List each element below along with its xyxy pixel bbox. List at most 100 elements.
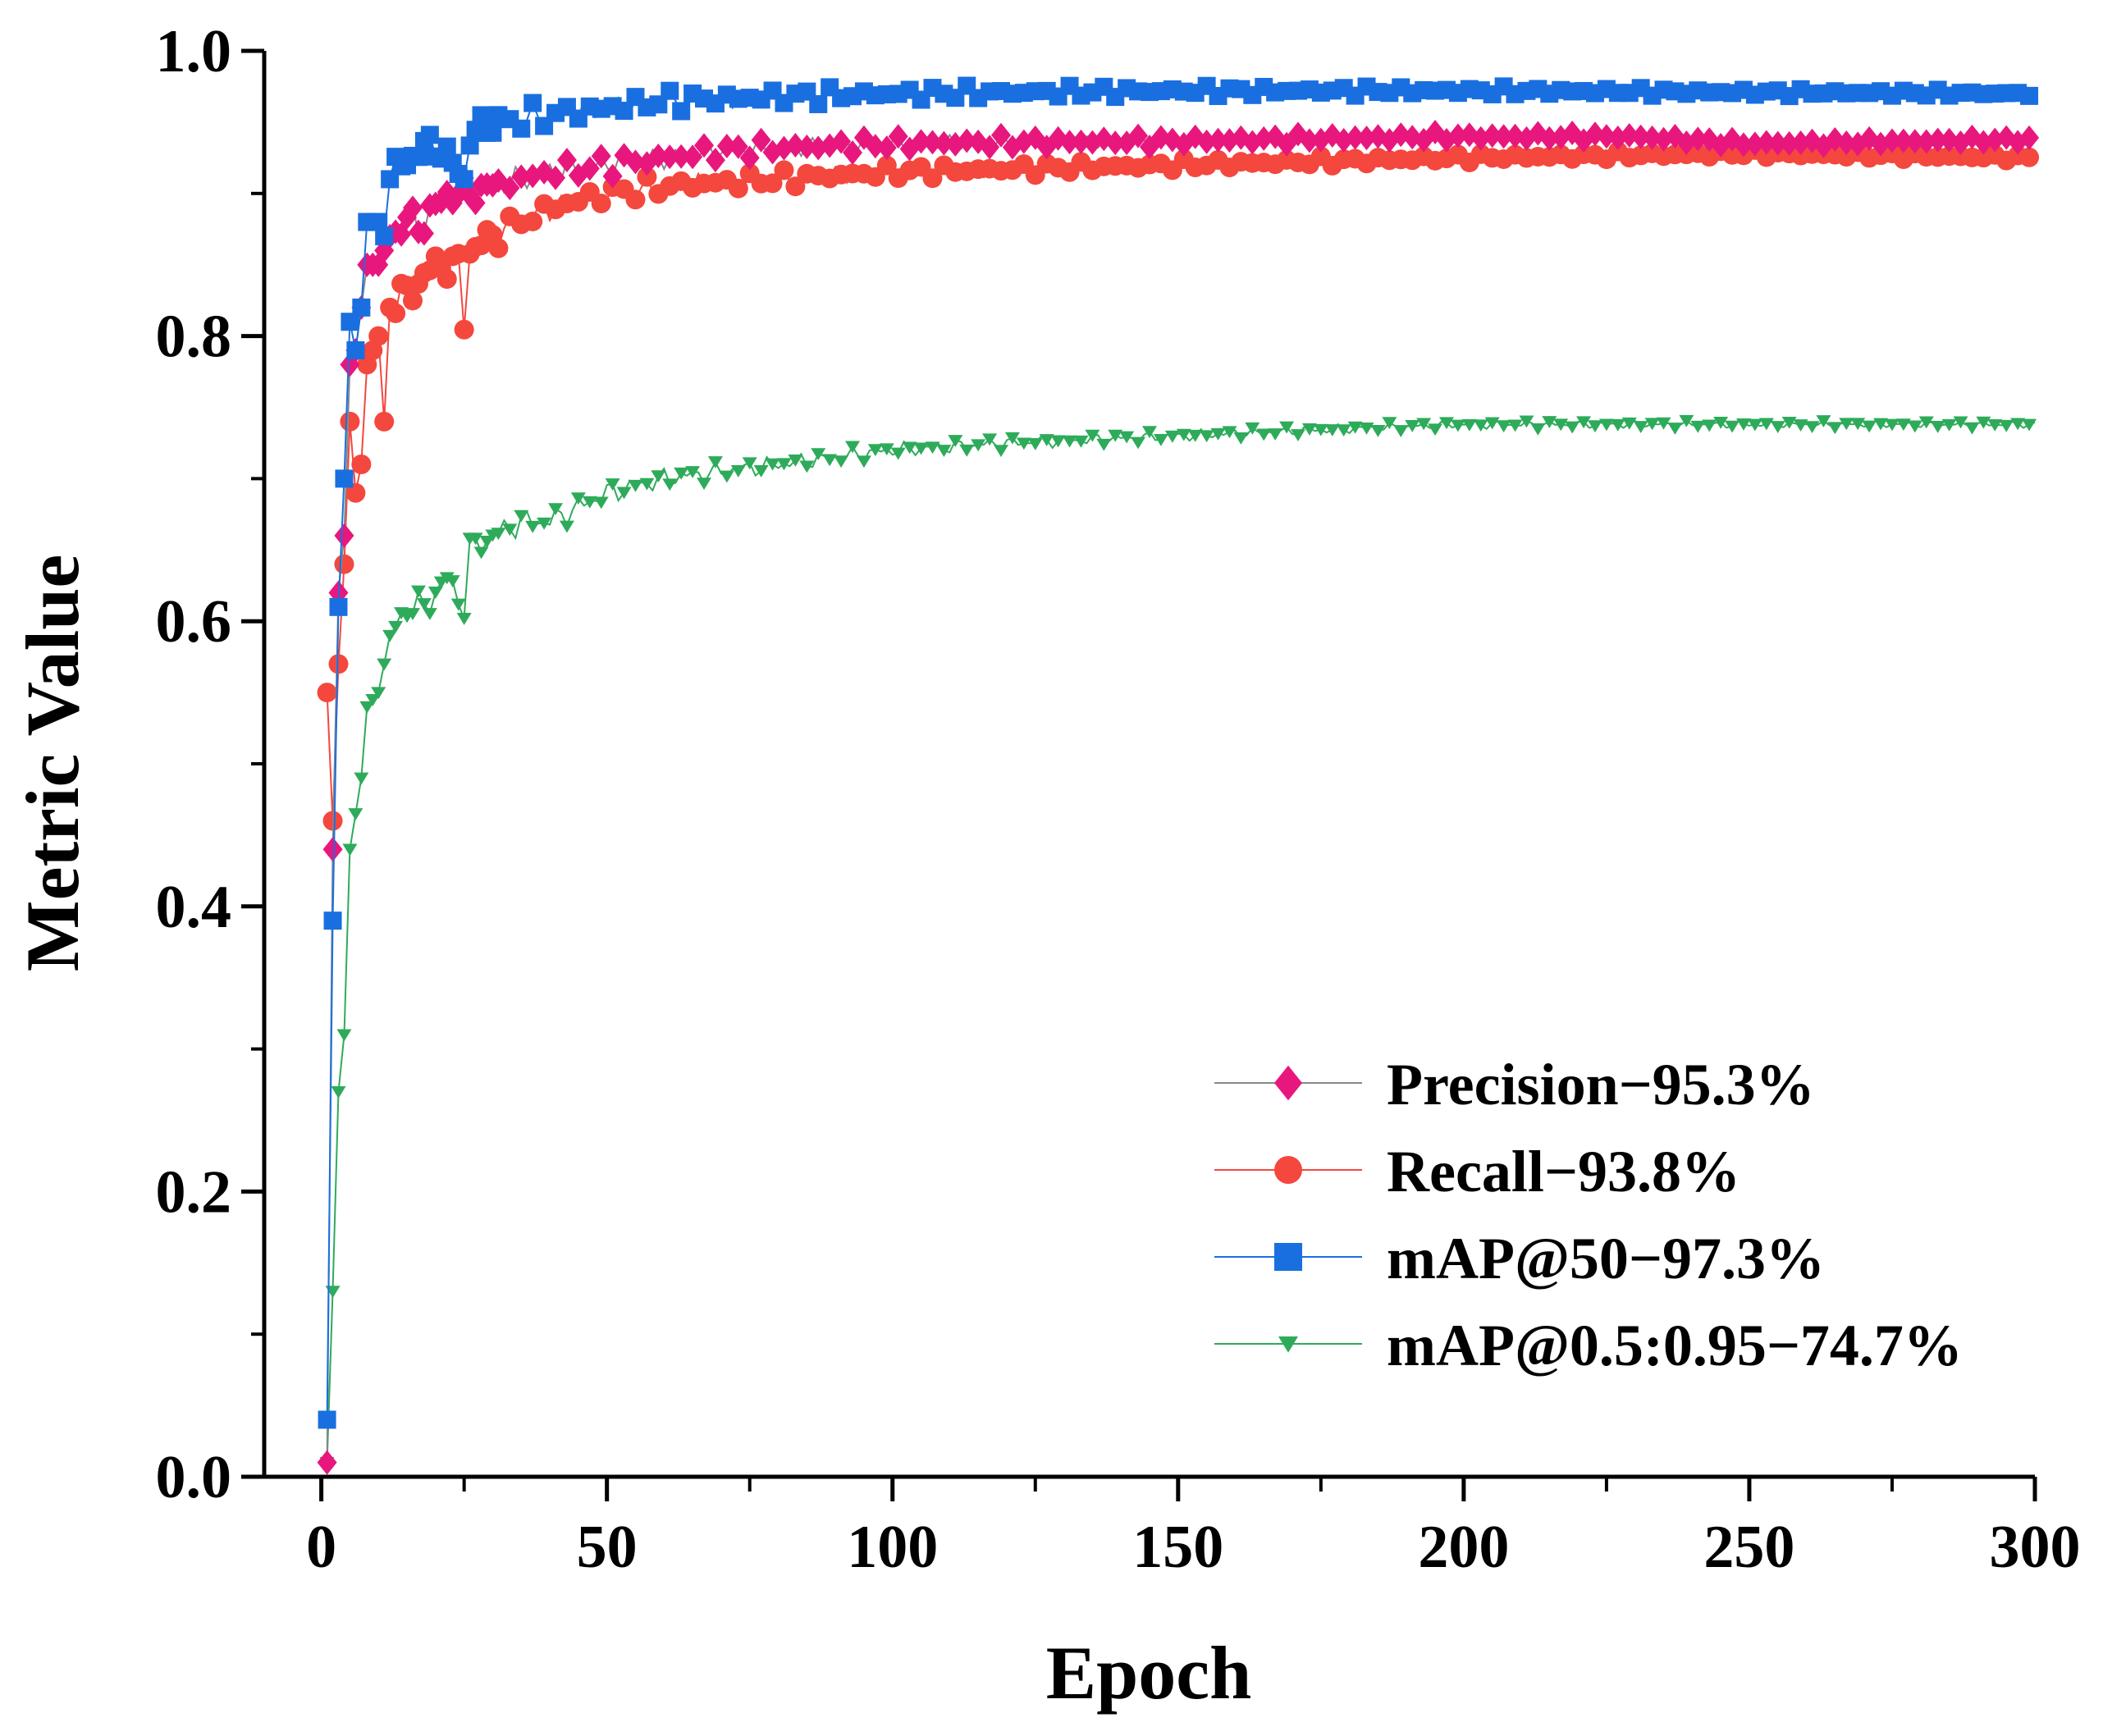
y-tick-label: 0.6 bbox=[156, 588, 232, 656]
data-point bbox=[1085, 429, 1100, 442]
data-point bbox=[1027, 437, 1043, 450]
data-point bbox=[982, 433, 998, 446]
data-point bbox=[427, 587, 443, 599]
data-point bbox=[971, 439, 986, 452]
data-point bbox=[472, 106, 491, 125]
data-point bbox=[341, 313, 359, 331]
data-point bbox=[716, 134, 737, 159]
data-point bbox=[1964, 422, 1980, 435]
data-point bbox=[876, 155, 897, 176]
data-point bbox=[1405, 420, 1420, 432]
data-point bbox=[402, 195, 423, 221]
data-point bbox=[1779, 130, 1799, 156]
data-point bbox=[683, 144, 703, 170]
data-point bbox=[697, 477, 712, 491]
data-point bbox=[980, 135, 1000, 160]
data-point bbox=[913, 442, 929, 455]
legend-item: Precision−95.3% bbox=[1214, 1052, 1815, 1117]
data-point bbox=[1587, 420, 1602, 433]
data-point bbox=[414, 221, 434, 246]
data-point bbox=[705, 148, 725, 173]
data-point bbox=[1893, 128, 1913, 153]
data-point bbox=[1744, 131, 1765, 157]
data-point bbox=[865, 134, 885, 159]
x-tick-label: 50 bbox=[577, 1514, 638, 1581]
x-tick-label: 250 bbox=[1703, 1514, 1794, 1581]
data-point bbox=[1299, 128, 1319, 153]
data-point bbox=[345, 482, 366, 503]
data-point bbox=[460, 136, 479, 155]
data-point bbox=[488, 238, 509, 258]
data-point bbox=[751, 127, 771, 153]
data-point bbox=[1895, 418, 1911, 432]
data-point bbox=[416, 598, 432, 610]
data-point bbox=[1370, 424, 1386, 437]
data-point bbox=[371, 687, 386, 700]
data-point bbox=[925, 441, 940, 455]
data-point bbox=[1735, 418, 1751, 431]
data-point bbox=[365, 694, 381, 706]
data-point bbox=[867, 444, 883, 457]
series-recall bbox=[317, 139, 2040, 831]
data-point bbox=[1733, 132, 1753, 158]
data-point bbox=[822, 454, 838, 467]
data-point bbox=[368, 326, 389, 346]
data-point bbox=[1208, 127, 1228, 153]
data-point bbox=[450, 598, 466, 611]
data-point bbox=[1393, 425, 1409, 438]
data-point bbox=[1450, 419, 1465, 432]
data-point bbox=[1493, 124, 1514, 149]
data-point bbox=[1279, 421, 1295, 434]
data-point bbox=[1690, 420, 1706, 433]
data-point bbox=[1482, 123, 1502, 148]
data-point bbox=[1245, 422, 1260, 435]
data-point bbox=[625, 190, 646, 210]
data-point bbox=[1987, 418, 2003, 432]
data-point bbox=[317, 683, 337, 703]
data-point bbox=[523, 211, 543, 231]
data-point bbox=[1268, 428, 1283, 441]
data-point bbox=[456, 613, 472, 625]
y-axis-title: Metric Value bbox=[11, 555, 94, 971]
data-point bbox=[856, 455, 871, 468]
data-point bbox=[1619, 122, 1639, 148]
data-point bbox=[1050, 435, 1066, 448]
data-point bbox=[776, 458, 792, 471]
data-point bbox=[902, 441, 917, 455]
data-point bbox=[546, 165, 566, 190]
data-point bbox=[437, 268, 457, 289]
data-point bbox=[1473, 419, 1488, 432]
data-point bbox=[1254, 126, 1274, 151]
data-point bbox=[948, 435, 963, 447]
data-point bbox=[559, 520, 574, 533]
data-point bbox=[1758, 418, 1774, 431]
data-point bbox=[1916, 129, 1936, 154]
data-point bbox=[1301, 423, 1317, 436]
data-point bbox=[1941, 418, 1957, 432]
data-point bbox=[831, 129, 852, 154]
data-point bbox=[649, 95, 668, 114]
data-point bbox=[377, 658, 392, 671]
data-point bbox=[1176, 428, 1191, 441]
data-point bbox=[1507, 419, 1523, 432]
data-point bbox=[1756, 130, 1776, 155]
legend: Precision−95.3% Recall−93.8% mAP@50−97.3% m… bbox=[1214, 1052, 1963, 1378]
legend-item: mAP@50−97.3% bbox=[1214, 1226, 1825, 1291]
y-tick-label: 0.8 bbox=[156, 304, 232, 371]
series-line bbox=[326, 148, 2036, 821]
data-point bbox=[323, 911, 342, 930]
legend-label: mAP@0.5:0.95−74.7% bbox=[1387, 1313, 1963, 1378]
data-point bbox=[468, 532, 483, 546]
data-point bbox=[1142, 426, 1157, 439]
data-point bbox=[500, 176, 520, 201]
data-point bbox=[685, 466, 701, 478]
data-point bbox=[465, 190, 486, 216]
data-point bbox=[674, 467, 689, 480]
data-point bbox=[728, 134, 748, 159]
data-point bbox=[1816, 415, 1831, 427]
data-point bbox=[799, 460, 815, 473]
data-point bbox=[512, 119, 531, 138]
data-point bbox=[593, 496, 609, 509]
data-point bbox=[336, 1029, 352, 1042]
data-point bbox=[671, 144, 692, 169]
